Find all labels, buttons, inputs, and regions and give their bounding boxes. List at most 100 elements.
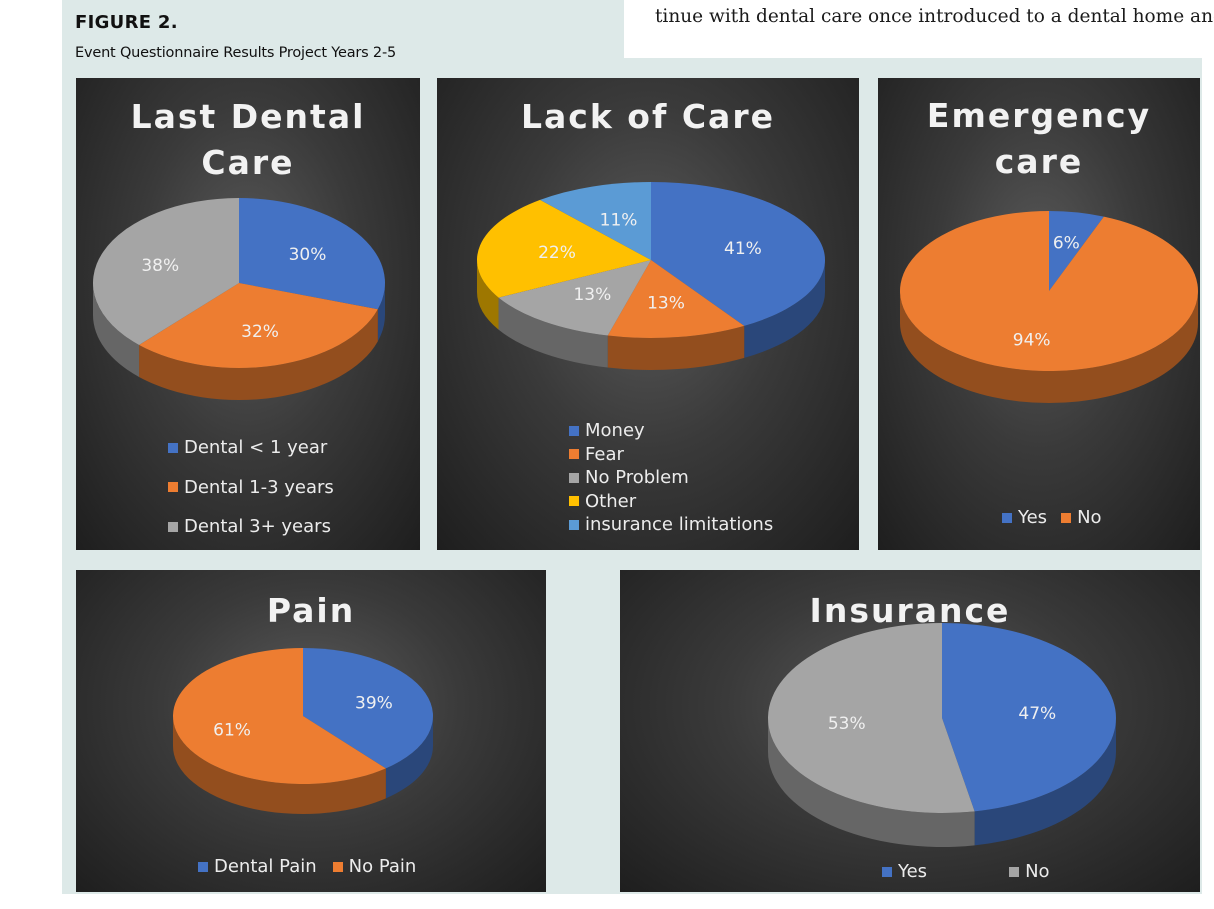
pie-slice-side bbox=[900, 291, 1198, 403]
legend-item: No Pain bbox=[332, 855, 417, 879]
data-label: 6% bbox=[1053, 233, 1080, 253]
pie-slice bbox=[651, 182, 825, 326]
pie-slice bbox=[607, 260, 745, 338]
data-label: 39% bbox=[355, 694, 393, 714]
pie-slice-side bbox=[93, 283, 140, 377]
pie-slice bbox=[900, 211, 1198, 371]
data-label: 94% bbox=[1013, 331, 1051, 351]
legend-label: No bbox=[1025, 861, 1050, 882]
chart-title-line: Care bbox=[201, 143, 295, 182]
legend-label: Dental 1-3 years bbox=[184, 476, 334, 498]
chart-title-line: Emergency bbox=[926, 96, 1152, 135]
pie-slice bbox=[139, 283, 378, 368]
chart-title-line: Lack of Care bbox=[521, 97, 775, 136]
legend-item: Dental Pain bbox=[198, 855, 317, 879]
pie-chart-last-dental-care: 30% 32% 38% bbox=[92, 198, 385, 400]
data-label: 61% bbox=[213, 720, 251, 740]
data-label: 13% bbox=[573, 285, 611, 305]
legend-swatch bbox=[332, 862, 343, 872]
legend-swatch bbox=[569, 449, 579, 460]
legend-emergency-care: Yes No bbox=[1002, 506, 1102, 530]
data-label: 53% bbox=[828, 714, 866, 734]
pie-chart-emergency-care: 6% 94% bbox=[900, 211, 1198, 403]
legend-label: Yes bbox=[898, 861, 928, 882]
data-label: 22% bbox=[538, 243, 576, 263]
pie-slice bbox=[498, 260, 651, 336]
legend-item: Money bbox=[569, 419, 773, 443]
chart-panel-last-dental-care: 30% 32% 38% Last Dental Care Dental < 1 ye… bbox=[76, 78, 420, 550]
legend-item: No Problem bbox=[569, 466, 773, 490]
chart-title-pain: Pain bbox=[76, 588, 546, 634]
pie-slice bbox=[1049, 211, 1104, 291]
legend-label: insurance limitations bbox=[585, 514, 774, 535]
chart-panel-pain: 39% 61% Pain Dental Pain No Pain bbox=[76, 570, 546, 892]
pie-slice bbox=[239, 198, 385, 310]
legend-swatch bbox=[569, 425, 579, 436]
legend-label: Dental Pain bbox=[214, 856, 317, 877]
legend-item: Dental 1-3 years bbox=[168, 468, 334, 508]
chart-title-line: Last Dental bbox=[130, 97, 366, 136]
chart-title-emergency-care: Emergency care bbox=[878, 93, 1200, 185]
chart-title-last-dental-care: Last Dental Care bbox=[76, 94, 420, 186]
legend-pain: Dental Pain No Pain bbox=[198, 855, 416, 879]
data-label: 11% bbox=[600, 211, 638, 231]
data-label: 38% bbox=[141, 256, 179, 276]
legend-item: Fear bbox=[569, 443, 773, 467]
pie-slice bbox=[92, 198, 239, 345]
pie-chart-lack-of-care: 41% 13% 13% 22% 11% bbox=[477, 182, 825, 370]
legend-swatch bbox=[569, 472, 579, 483]
chart-title-line: Insurance bbox=[809, 591, 1011, 630]
legend-label: Money bbox=[585, 420, 645, 441]
legend-swatch bbox=[198, 862, 208, 872]
legend-swatch bbox=[168, 442, 178, 453]
chart-title-lack-of-care: Lack of Care bbox=[437, 94, 859, 140]
data-label: 47% bbox=[1018, 704, 1056, 724]
legend-last-dental-care: Dental < 1 year Dental 1-3 years Dental … bbox=[168, 428, 334, 547]
legend-insurance: Yes No bbox=[882, 860, 1050, 884]
pie-slice bbox=[540, 182, 651, 260]
legend-swatch bbox=[168, 521, 178, 532]
pie-slice bbox=[942, 623, 1117, 812]
legend-swatch bbox=[1009, 867, 1020, 877]
figure-caption: Event Questionnaire Results Project Year… bbox=[75, 45, 397, 61]
pie-slice-side bbox=[744, 260, 825, 358]
legend-swatch bbox=[569, 519, 579, 530]
chart-title-insurance: Insurance bbox=[620, 588, 1200, 634]
legend-label: No Pain bbox=[348, 856, 417, 877]
chart-title-line: care bbox=[994, 142, 1084, 181]
pie-slice bbox=[303, 648, 434, 769]
legend-label: No bbox=[1077, 507, 1102, 528]
pie-slice-side bbox=[377, 283, 385, 342]
pie-slice-side bbox=[498, 297, 608, 368]
data-label: 30% bbox=[289, 245, 327, 265]
legend-lack-of-care: Money Fear No Problem Other insurance li… bbox=[569, 419, 773, 537]
data-label: 41% bbox=[724, 239, 762, 259]
pie-slice-side bbox=[385, 716, 433, 799]
chart-panel-emergency-care: 6% 94% Emergency care Yes No bbox=[878, 78, 1200, 550]
legend-label: Dental < 1 year bbox=[184, 437, 328, 458]
legend-item: No bbox=[1009, 860, 1050, 884]
chart-title-line: Pain bbox=[266, 591, 356, 630]
cut-off-text-line bbox=[655, 0, 1200, 2]
figure-header-background bbox=[62, 0, 624, 60]
pie-slice-side bbox=[768, 718, 975, 847]
chart-panel-lack-of-care: 41% 13% 13% 22% 11% Lack of Care Money Fear … bbox=[437, 78, 859, 550]
pie-chart-insurance: 47% 53% bbox=[768, 623, 1117, 847]
pie-slice-side bbox=[477, 260, 499, 330]
pie-chart-pain: 39% 61% bbox=[173, 648, 434, 814]
pie-slice-side bbox=[974, 718, 1116, 846]
pie-slice bbox=[173, 648, 386, 784]
data-label: 32% bbox=[241, 322, 279, 342]
legend-swatch bbox=[569, 496, 579, 507]
legend-label: Other bbox=[585, 490, 637, 512]
legend-item: Dental 3+ years bbox=[168, 507, 334, 547]
legend-item: insurance limitations bbox=[569, 513, 773, 537]
legend-label: Dental 3+ years bbox=[184, 516, 331, 537]
legend-swatch bbox=[1002, 513, 1012, 523]
legend-label: No Problem bbox=[585, 467, 689, 488]
legend-item: Other bbox=[569, 490, 773, 514]
data-label: 13% bbox=[647, 293, 685, 313]
legend-swatch bbox=[1061, 513, 1072, 523]
legend-item: No bbox=[1061, 506, 1102, 530]
chart-panel-insurance: 47% 53% Insurance Yes No bbox=[620, 570, 1200, 892]
